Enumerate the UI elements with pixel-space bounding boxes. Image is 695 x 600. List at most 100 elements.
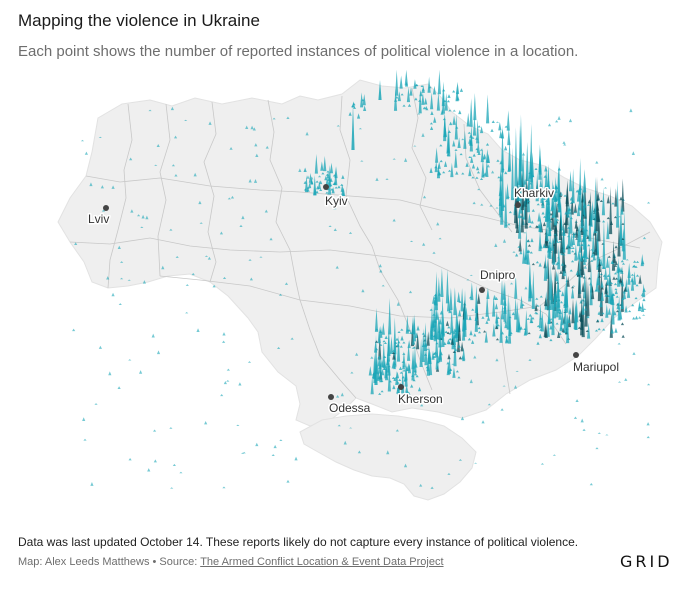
violence-spike [172,463,176,466]
violence-spike [422,106,426,110]
violence-spike [614,289,618,295]
violence-spike [578,182,582,195]
violence-spike [613,254,617,263]
violence-spike [563,143,567,146]
violence-spike [236,424,240,427]
violence-spike [377,376,381,380]
violence-spike [411,358,415,381]
violence-spike [399,345,403,348]
crimea-land [299,413,477,501]
violence-spike [632,271,637,285]
violence-spike [582,257,587,265]
violence-spike [303,180,307,184]
violence-spike [325,191,329,194]
violence-spike [578,157,582,211]
violence-spike [393,317,397,355]
violence-spike [517,208,521,219]
source-link[interactable]: The Armed Conflict Location & Event Data… [200,556,444,568]
violence-spike [502,239,507,243]
violence-spike [606,195,610,204]
violence-spike [398,378,402,381]
violence-spike [319,180,323,185]
violence-spike [395,337,399,341]
violence-spike [409,87,413,96]
violence-spike [443,160,448,167]
violence-spike [398,366,403,371]
violence-spike [404,157,408,162]
violence-spike [72,328,76,332]
violence-spike [620,296,624,310]
violence-spike [413,370,417,373]
violence-spike [568,307,572,315]
violence-spike [539,190,543,193]
violence-spike [597,289,601,293]
violence-spike [422,242,426,246]
violence-spike [204,255,209,257]
violence-spike [413,371,418,376]
violence-spike [420,84,424,88]
violence-spike [524,228,528,265]
violence-spike [222,276,227,279]
violence-spike [438,317,442,325]
violence-spike [351,105,355,150]
violence-spike [476,166,480,171]
violence-spike [400,328,404,331]
violence-spike [467,131,471,134]
chart-subtitle: Each point shows the number of reported … [18,43,579,60]
violence-spike [412,314,417,342]
violence-spike [378,334,382,360]
violence-spike [459,88,464,92]
violence-spike [597,327,601,331]
violence-spike [355,352,359,356]
violence-spike [453,329,457,367]
violence-spike [461,172,465,175]
violence-spike [392,351,396,355]
violence-spike [380,390,384,393]
violence-spike [580,243,584,246]
violence-spike [352,102,356,106]
violence-spike [120,261,124,263]
violence-spike [511,311,515,316]
violence-spike [174,173,178,177]
violence-spike [476,119,480,144]
violence-spike [595,176,599,232]
violence-spike [370,376,374,395]
violence-spike [380,359,384,368]
violence-spike [551,263,556,270]
violence-spike [441,81,445,107]
violence-spike [551,179,555,210]
violence-spike [557,331,561,338]
violence-spike [387,365,391,368]
violence-spike [425,366,429,369]
violence-spike [595,447,599,450]
violence-spike [247,361,252,363]
violence-spike [416,325,420,331]
violence-spike [377,355,381,359]
violence-spike [634,297,638,300]
violence-spike [535,297,539,300]
violence-spike [473,93,477,121]
violence-spike [502,204,506,208]
violence-spike [521,151,525,188]
violence-spike [607,255,611,258]
violence-spike [605,303,609,318]
violence-spike [638,316,642,319]
violence-spike [631,303,635,307]
violence-spike [438,237,442,240]
violence-spike [452,90,456,93]
violence-spike [629,108,633,113]
violence-spike [546,167,550,206]
violence-spike [426,331,430,346]
violence-spike [229,146,233,150]
violence-spike [586,315,590,319]
violence-spike [400,393,404,398]
violence-spike [534,303,538,312]
violence-spike [196,328,200,332]
violence-spike [538,262,542,267]
violence-spike [458,356,462,360]
credit-prefix: Map: Alex Leeds Matthews • Source: [18,556,201,568]
city-label-kyiv: Kyiv [325,194,348,208]
violence-spike [421,84,425,93]
violence-spike [397,91,401,102]
violence-spike [343,440,347,445]
